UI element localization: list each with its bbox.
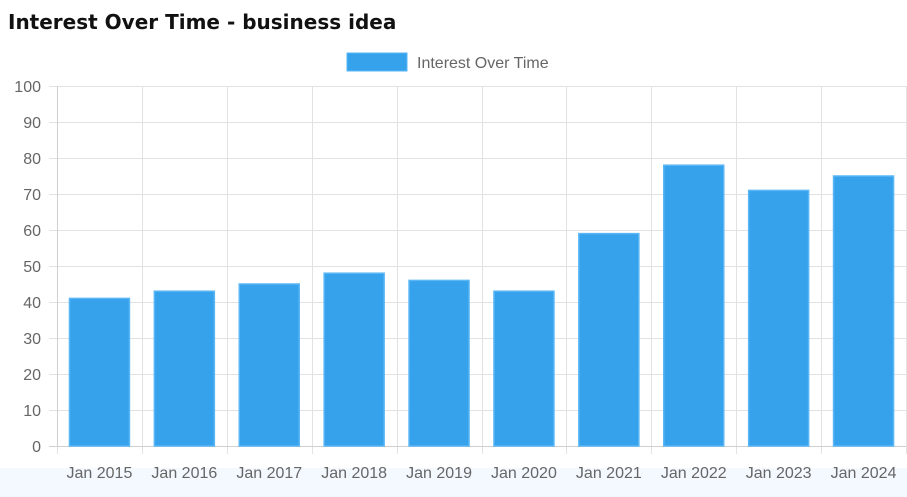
bar bbox=[323, 272, 385, 447]
x-tick-label: Jan 2020 bbox=[491, 465, 557, 482]
y-tick-label: 90 bbox=[23, 115, 41, 132]
bars bbox=[68, 164, 895, 447]
y-tick-label: 0 bbox=[32, 439, 41, 456]
bottom-band bbox=[0, 468, 907, 497]
bar bbox=[578, 232, 640, 447]
page-title: Interest Over Time - business idea bbox=[8, 10, 397, 34]
y-tick-label: 100 bbox=[14, 79, 41, 96]
legend-swatch bbox=[346, 52, 408, 72]
y-tick-label: 10 bbox=[23, 403, 41, 420]
y-tick-label: 50 bbox=[23, 259, 41, 276]
legend[interactable]: Interest Over Time bbox=[346, 52, 549, 72]
bar bbox=[68, 297, 131, 447]
x-tick-label: Jan 2022 bbox=[661, 465, 727, 482]
y-tick-label: 20 bbox=[23, 367, 41, 384]
x-tick-label: Jan 2015 bbox=[67, 465, 133, 482]
x-axis-ticks: Jan 2015 Jan 2016 Jan 2017 Jan 2018 Jan 2019… bbox=[67, 465, 897, 482]
x-tick-label: Jan 2023 bbox=[746, 465, 812, 482]
x-tick-label: Jan 2017 bbox=[236, 465, 302, 482]
x-tick-label: Jan 2016 bbox=[151, 465, 217, 482]
bar bbox=[493, 290, 555, 447]
x-tick-label: Jan 2019 bbox=[406, 465, 472, 482]
y-tick-label: 80 bbox=[23, 151, 41, 168]
x-tick-label: Jan 2024 bbox=[831, 465, 897, 482]
bar bbox=[663, 164, 725, 447]
bar bbox=[747, 189, 810, 447]
y-tick-label: 70 bbox=[23, 187, 41, 204]
bar bbox=[238, 283, 300, 447]
x-tick-label: Jan 2018 bbox=[321, 465, 387, 482]
y-tick-label: 40 bbox=[23, 295, 41, 312]
y-tick-label: 30 bbox=[23, 331, 41, 348]
bar bbox=[832, 175, 895, 447]
bar bbox=[408, 279, 470, 447]
y-tick-label: 60 bbox=[23, 223, 41, 240]
x-tick-label: Jan 2021 bbox=[576, 465, 642, 482]
y-axis-ticks: 0 10 20 30 40 50 60 70 80 90 100 bbox=[14, 79, 41, 456]
bar bbox=[153, 290, 216, 447]
legend-label: Interest Over Time bbox=[417, 55, 549, 72]
